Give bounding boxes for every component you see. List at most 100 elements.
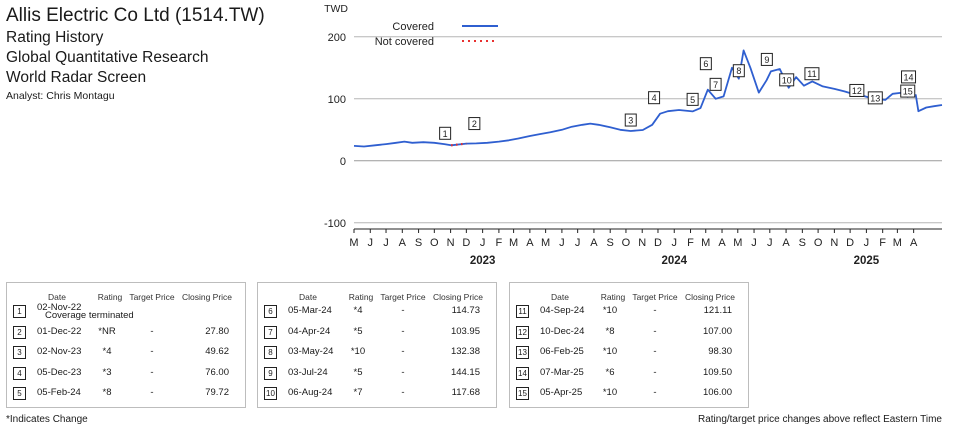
rating-marker-box: [468, 117, 481, 131]
row-rating: *10: [602, 387, 618, 398]
row-number-box: 6: [264, 305, 277, 318]
table-column-header: Date: [48, 292, 66, 302]
x-tick-label: A: [399, 237, 407, 249]
row-note: Coverage terminated: [45, 310, 134, 321]
row-rating: *3: [102, 366, 112, 378]
report-line-3: World Radar Screen: [6, 69, 147, 86]
rating-marker-box: [867, 91, 883, 105]
table-column-header: Rating: [97, 292, 123, 302]
row-target: -: [401, 325, 405, 337]
row-rating: *8: [605, 325, 615, 337]
rating-marker-label: 10: [782, 75, 792, 85]
row-number-box: 5: [13, 387, 26, 400]
table-column-header: Closing Price: [181, 292, 233, 302]
rating-marker-box: [686, 92, 699, 106]
rating-table-panel: Date Rating Target Price Closing Price 11 04-…: [509, 282, 749, 408]
row-rating: *4: [102, 346, 112, 357]
x-tick-label: M: [349, 237, 358, 249]
row-date: 02-Nov-22: [37, 302, 82, 313]
rating-marker-box: [804, 67, 820, 81]
x-tick-label: D: [462, 237, 470, 249]
year-label: 2025: [854, 255, 880, 267]
row-rating: *6: [605, 366, 615, 378]
x-tick-label: S: [607, 237, 614, 249]
row-rating: *NR: [98, 325, 116, 337]
rating-table-panel: Date Rating Target Price Closing Price 6 05-M…: [257, 282, 497, 408]
row-target: -: [653, 305, 657, 316]
row-target: -: [150, 346, 154, 357]
rating-marker-label: 3: [628, 116, 633, 126]
legend-label: Not covered: [375, 36, 434, 48]
x-tick-label: A: [718, 237, 726, 249]
x-tick-label: J: [575, 237, 581, 249]
row-number-box: 11: [516, 305, 529, 318]
table-row: 15 05-Apr-25 *10 - 106.00: [510, 384, 748, 401]
table-row: 1 02-Nov-22 Coverage terminated: [7, 302, 245, 321]
row-target: -: [150, 387, 154, 398]
row-rating: *10: [602, 305, 618, 316]
table-column-header: Date: [551, 292, 569, 302]
table-row: 10 06-Aug-24 *7 - 117.68: [258, 384, 496, 401]
y-tick-label: 200: [328, 32, 346, 44]
row-date: 02-Nov-23: [37, 346, 82, 357]
row-target: -: [653, 346, 657, 357]
row-target: -: [653, 325, 657, 337]
x-tick-label: A: [526, 237, 534, 249]
table-row: 8 03-May-24 *10 - 132.38: [258, 343, 496, 360]
table-row: 9 03-Jul-24 *5 - 144.15: [258, 364, 496, 381]
company-title: Allis Electric Co Ltd (1514.TW): [6, 5, 265, 26]
row-number-box: 10: [264, 387, 277, 400]
table-column-header: Target Price: [632, 292, 678, 302]
rating-marker-label: 1: [443, 129, 448, 139]
row-rating: *10: [350, 346, 366, 357]
row-date: 06-Aug-24: [288, 387, 333, 398]
y-tick-label: -100: [324, 218, 346, 230]
legend-label: Covered: [392, 21, 434, 33]
x-tick-label: O: [430, 237, 439, 249]
row-rating: *5: [353, 325, 363, 337]
rating-marker-box: [732, 64, 745, 78]
rating-marker-label: 2: [472, 119, 477, 129]
x-tick-label: J: [480, 237, 486, 249]
table-row: 7 04-Apr-24 *5 - 103.95: [258, 323, 496, 340]
table-column-header: Target Price: [380, 292, 426, 302]
row-close: 49.62: [205, 346, 229, 357]
row-close: 79.72: [205, 387, 229, 398]
x-tick-label: A: [590, 237, 598, 249]
row-target: -: [401, 387, 405, 398]
row-date: 05-Feb-24: [37, 387, 81, 398]
row-date: 03-May-24: [288, 346, 334, 357]
year-label: 2024: [661, 255, 687, 267]
row-close: 76.00: [205, 366, 229, 378]
row-close: 109.50: [702, 366, 732, 378]
table-row: 4 05-Dec-23 *3 - 76.00: [7, 364, 245, 381]
row-date: 04-Apr-24: [288, 325, 331, 337]
report-line-1: Rating History: [6, 29, 104, 46]
report-header: Allis Electric Co Ltd (1514.TW) Rating H…: [6, 4, 265, 103]
row-rating: *8: [102, 387, 112, 398]
row-date: 07-Mar-25: [540, 366, 584, 378]
row-rating: *7: [353, 387, 363, 398]
row-close: 27.80: [205, 325, 229, 337]
rating-marker-label: 14: [904, 72, 914, 82]
row-target: -: [150, 366, 154, 378]
table-row: 5 05-Feb-24 *8 - 79.72: [7, 384, 245, 401]
x-tick-label: M: [541, 237, 550, 249]
row-date: 03-Jul-24: [288, 366, 328, 378]
table-row: 2 01-Dec-22 *NR - 27.80: [7, 323, 245, 340]
rating-marker-label: 5: [690, 95, 695, 105]
x-tick-label: F: [687, 237, 694, 249]
x-tick-label: J: [767, 237, 773, 249]
row-number-box: 15: [516, 387, 529, 400]
row-target: -: [653, 366, 657, 378]
rating-marker-label: 13: [870, 93, 880, 103]
table-column-header: Closing Price: [684, 292, 736, 302]
x-tick-label: F: [496, 237, 503, 249]
x-tick-label: D: [846, 237, 854, 249]
row-date: 05-Apr-25: [540, 387, 583, 398]
x-tick-label: M: [701, 237, 710, 249]
row-number-box: 13: [516, 346, 529, 359]
row-target: -: [653, 387, 657, 398]
x-tick-label: A: [910, 237, 918, 249]
